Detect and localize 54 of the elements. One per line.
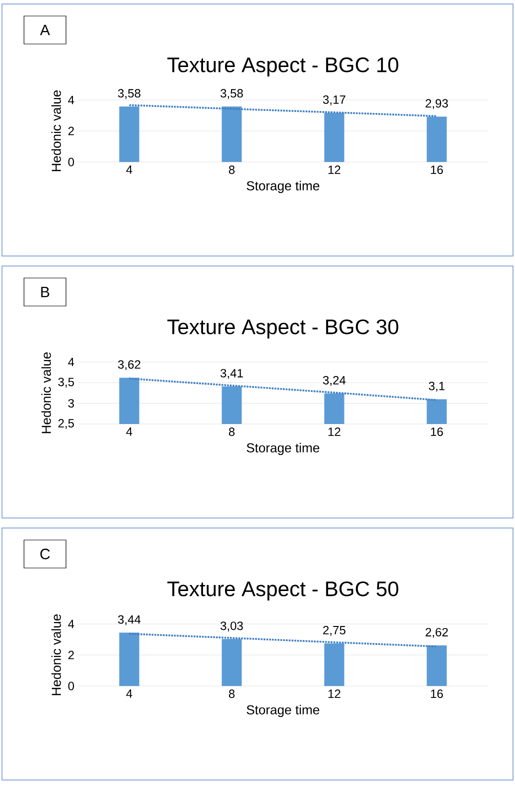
bar bbox=[426, 116, 447, 162]
y-tick-label: 3,5 bbox=[58, 378, 74, 388]
x-tick-label: 8 bbox=[228, 428, 235, 436]
bar bbox=[426, 645, 447, 686]
text: A bbox=[40, 24, 50, 36]
text: C bbox=[40, 548, 50, 560]
x-tick-label: 12 bbox=[328, 428, 340, 436]
chart-title: Texture Aspect - BGC 50 bbox=[167, 581, 398, 600]
x-axis-title: Storage time bbox=[246, 180, 320, 194]
x-tick-label: 12 bbox=[328, 166, 340, 174]
y-tick-label: 0 bbox=[68, 682, 74, 690]
x-tick-label: 4 bbox=[126, 690, 132, 698]
x-axis-title: Storage time bbox=[246, 442, 320, 456]
data-label: 3,1 bbox=[428, 382, 444, 392]
bar bbox=[324, 112, 344, 162]
y-tick-label: 3 bbox=[68, 399, 74, 408]
y-tick-label: 2 bbox=[68, 650, 74, 660]
bar bbox=[119, 106, 140, 162]
x-tick-label: 8 bbox=[228, 166, 235, 174]
data-label: 3,24 bbox=[323, 376, 346, 386]
x-tick-label: 8 bbox=[228, 690, 235, 698]
data-label: 3,62 bbox=[118, 360, 140, 370]
data-label: 3,17 bbox=[323, 95, 346, 106]
data-label: 2,93 bbox=[426, 99, 448, 110]
x-axis-title: Storage time bbox=[246, 704, 320, 718]
bar bbox=[119, 632, 140, 686]
bar bbox=[222, 106, 242, 162]
bar bbox=[222, 639, 242, 686]
data-label: 3,41 bbox=[220, 368, 243, 379]
x-tick-label: 4 bbox=[126, 428, 132, 436]
x-tick-label: 12 bbox=[328, 690, 340, 698]
bar bbox=[324, 643, 344, 686]
data-label: 3,58 bbox=[118, 89, 140, 99]
chart-title: Texture Aspect - BGC 10 bbox=[167, 57, 398, 76]
x-tick-label: 16 bbox=[430, 690, 443, 698]
y-tick-label: 2,5 bbox=[58, 419, 74, 429]
y-tick-label: 2 bbox=[68, 126, 74, 136]
y-tick-label: 4 bbox=[68, 358, 74, 366]
x-tick-label: 4 bbox=[126, 166, 132, 174]
y-tick-label: 0 bbox=[68, 158, 74, 166]
x-tick-label: 16 bbox=[430, 166, 443, 174]
data-label: 2,75 bbox=[323, 626, 346, 636]
y-axis-title: Hedonic value bbox=[51, 614, 61, 696]
y-axis-title: Hedonic value bbox=[41, 352, 51, 434]
data-label: 3,58 bbox=[220, 89, 243, 99]
y-tick-label: 4 bbox=[68, 620, 74, 628]
data-label: 3,44 bbox=[118, 615, 141, 626]
x-tick-label: 16 bbox=[430, 428, 443, 436]
y-tick-label: 4 bbox=[68, 96, 74, 104]
data-label: 3,03 bbox=[220, 622, 243, 632]
text: B bbox=[41, 286, 50, 298]
data-label: 2,62 bbox=[426, 628, 448, 638]
chart-title: Texture Aspect - BGC 30 bbox=[167, 319, 398, 338]
y-axis-title: Hedonic value bbox=[51, 90, 61, 172]
